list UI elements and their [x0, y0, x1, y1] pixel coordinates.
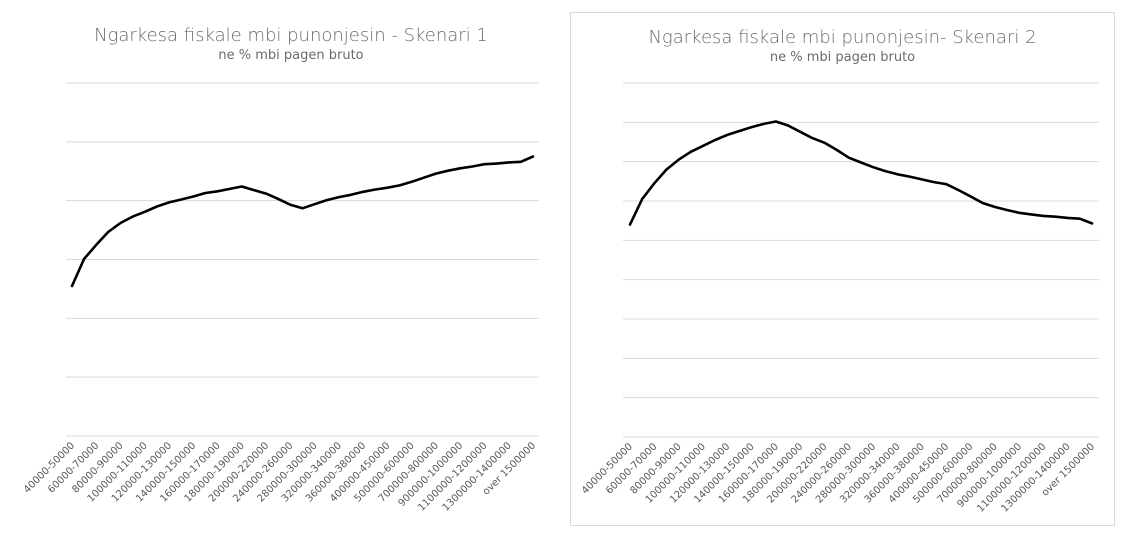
- chart-title: Ngarkesa fiskale mbi punonjesin- Skenari…: [648, 27, 1037, 48]
- chart-panel-scenario-1: Ngarkesa fiskale mbi punonjesin - Skenar…: [22, 25, 539, 514]
- chart-panel-scenario-2: Ngarkesa fiskale mbi punonjesin- Skenari…: [570, 12, 1115, 526]
- chart-subtitle: ne % mbi pagen bruto: [769, 50, 916, 65]
- line-chart-scenario-1: 40000-5000060000-7000080000-90000100000-…: [22, 82, 539, 514]
- line-chart-scenario-2: 40000-5000060000-7000080000-90000100000-…: [580, 82, 1099, 515]
- chart-title: Ngarkesa fiskale mbi punonjesin - Skenar…: [94, 25, 488, 46]
- chart-subtitle: ne % mbi pagen bruto: [218, 48, 364, 63]
- series-line: [628, 120, 1094, 226]
- series-line: [70, 155, 535, 288]
